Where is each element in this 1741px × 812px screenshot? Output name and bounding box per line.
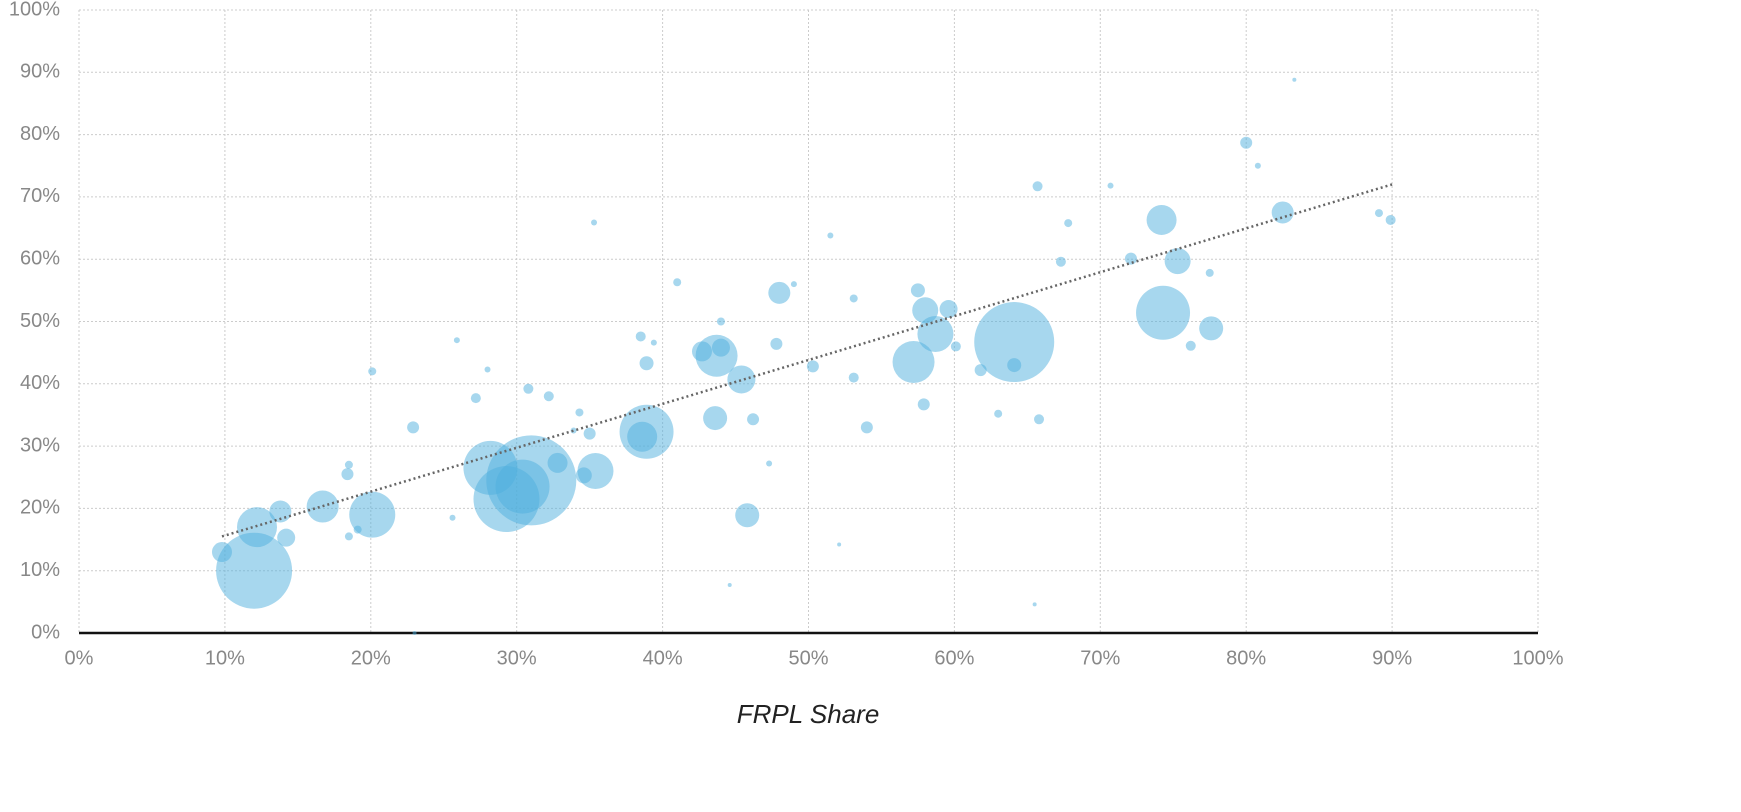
x-tick-label: 20% (351, 647, 391, 669)
bubble (939, 300, 958, 319)
bubble (837, 542, 842, 547)
bubble (994, 409, 1003, 418)
bubble (368, 367, 377, 376)
x-tick-label: 80% (1226, 647, 1266, 669)
bubble (727, 583, 732, 588)
y-tick-label: 50% (20, 310, 60, 332)
bubble (727, 365, 756, 394)
bubble (650, 339, 657, 346)
bubble (1205, 268, 1214, 277)
bubble (344, 532, 353, 541)
y-tick-label: 10% (20, 559, 60, 581)
bubble (790, 281, 797, 288)
x-tick-label: 100% (1512, 647, 1563, 669)
bubble (1107, 182, 1114, 189)
bubble (711, 338, 730, 357)
bubble (768, 281, 791, 304)
bubble (349, 491, 396, 538)
bubble (1385, 214, 1396, 225)
bubble (827, 232, 834, 239)
bubble (627, 421, 658, 452)
bubble (449, 514, 456, 521)
bubble (495, 459, 550, 514)
y-tick-label: 30% (20, 434, 60, 456)
bubble (1199, 316, 1224, 341)
bubble (1164, 248, 1191, 275)
bubble (806, 360, 819, 373)
bubble (1374, 209, 1383, 218)
y-tick-label: 0% (31, 621, 60, 643)
bubble (848, 372, 859, 383)
bubble (453, 337, 460, 344)
x-tick-label: 90% (1372, 647, 1412, 669)
bubble (1292, 77, 1297, 82)
y-tick-label: 60% (20, 247, 60, 269)
y-tick-label: 100% (9, 0, 60, 20)
y-tick-label: 90% (20, 61, 60, 83)
bubble (412, 631, 417, 635)
x-tick-label: 40% (643, 647, 683, 669)
bubble (917, 398, 930, 411)
bubble (1146, 204, 1177, 235)
x-tick-label: 30% (497, 647, 537, 669)
bubble (344, 460, 353, 469)
bubble (1007, 358, 1022, 373)
bubble (716, 317, 725, 326)
bubble (470, 393, 481, 404)
bubble (1254, 162, 1261, 169)
bubble (407, 421, 420, 434)
y-tick-label: 80% (20, 123, 60, 145)
bubble (1034, 414, 1045, 425)
bubble (484, 366, 491, 373)
x-tick-label: 0% (65, 647, 94, 669)
bubble (770, 337, 783, 350)
bubble (1240, 136, 1253, 149)
bubble (974, 302, 1055, 383)
bubble (635, 331, 646, 342)
bubble (1185, 340, 1196, 351)
bubble (691, 341, 712, 362)
bubble (639, 356, 654, 371)
bubble (912, 297, 939, 324)
bubble (747, 413, 760, 426)
bubble (211, 542, 232, 563)
bubble (341, 468, 354, 481)
x-tick-label: 50% (788, 647, 828, 669)
bubble (277, 528, 296, 547)
bubble (1136, 285, 1191, 340)
x-tick-label: 70% (1080, 647, 1120, 669)
bubble (1055, 256, 1066, 267)
bubble (591, 219, 598, 226)
bubble (1032, 181, 1043, 192)
bubble (1064, 219, 1073, 228)
trendline (221, 183, 1393, 538)
y-tick-label: 70% (20, 185, 60, 207)
bubble (575, 408, 584, 417)
y-tick-label: 20% (20, 497, 60, 519)
bubble (849, 294, 858, 303)
bubble (583, 427, 596, 440)
bubble (703, 406, 728, 431)
bubble (1124, 252, 1137, 265)
x-tick-label: 10% (205, 647, 245, 669)
bubble (860, 421, 873, 434)
bubble (1271, 201, 1294, 224)
x-axis-label: FRPL Share (737, 699, 880, 729)
y-tick-label: 40% (20, 372, 60, 394)
bubble (543, 391, 554, 402)
bubble (892, 340, 935, 383)
bubble (910, 283, 925, 298)
bubble (547, 452, 568, 473)
bubble (216, 532, 293, 609)
bubble (353, 525, 362, 534)
bubble (1032, 602, 1037, 607)
bubble (673, 278, 682, 287)
bubble (766, 460, 773, 467)
bubble (523, 383, 534, 394)
bubble (735, 503, 760, 528)
x-tick-label: 60% (934, 647, 974, 669)
bubble (950, 341, 961, 352)
bubble (575, 467, 592, 484)
